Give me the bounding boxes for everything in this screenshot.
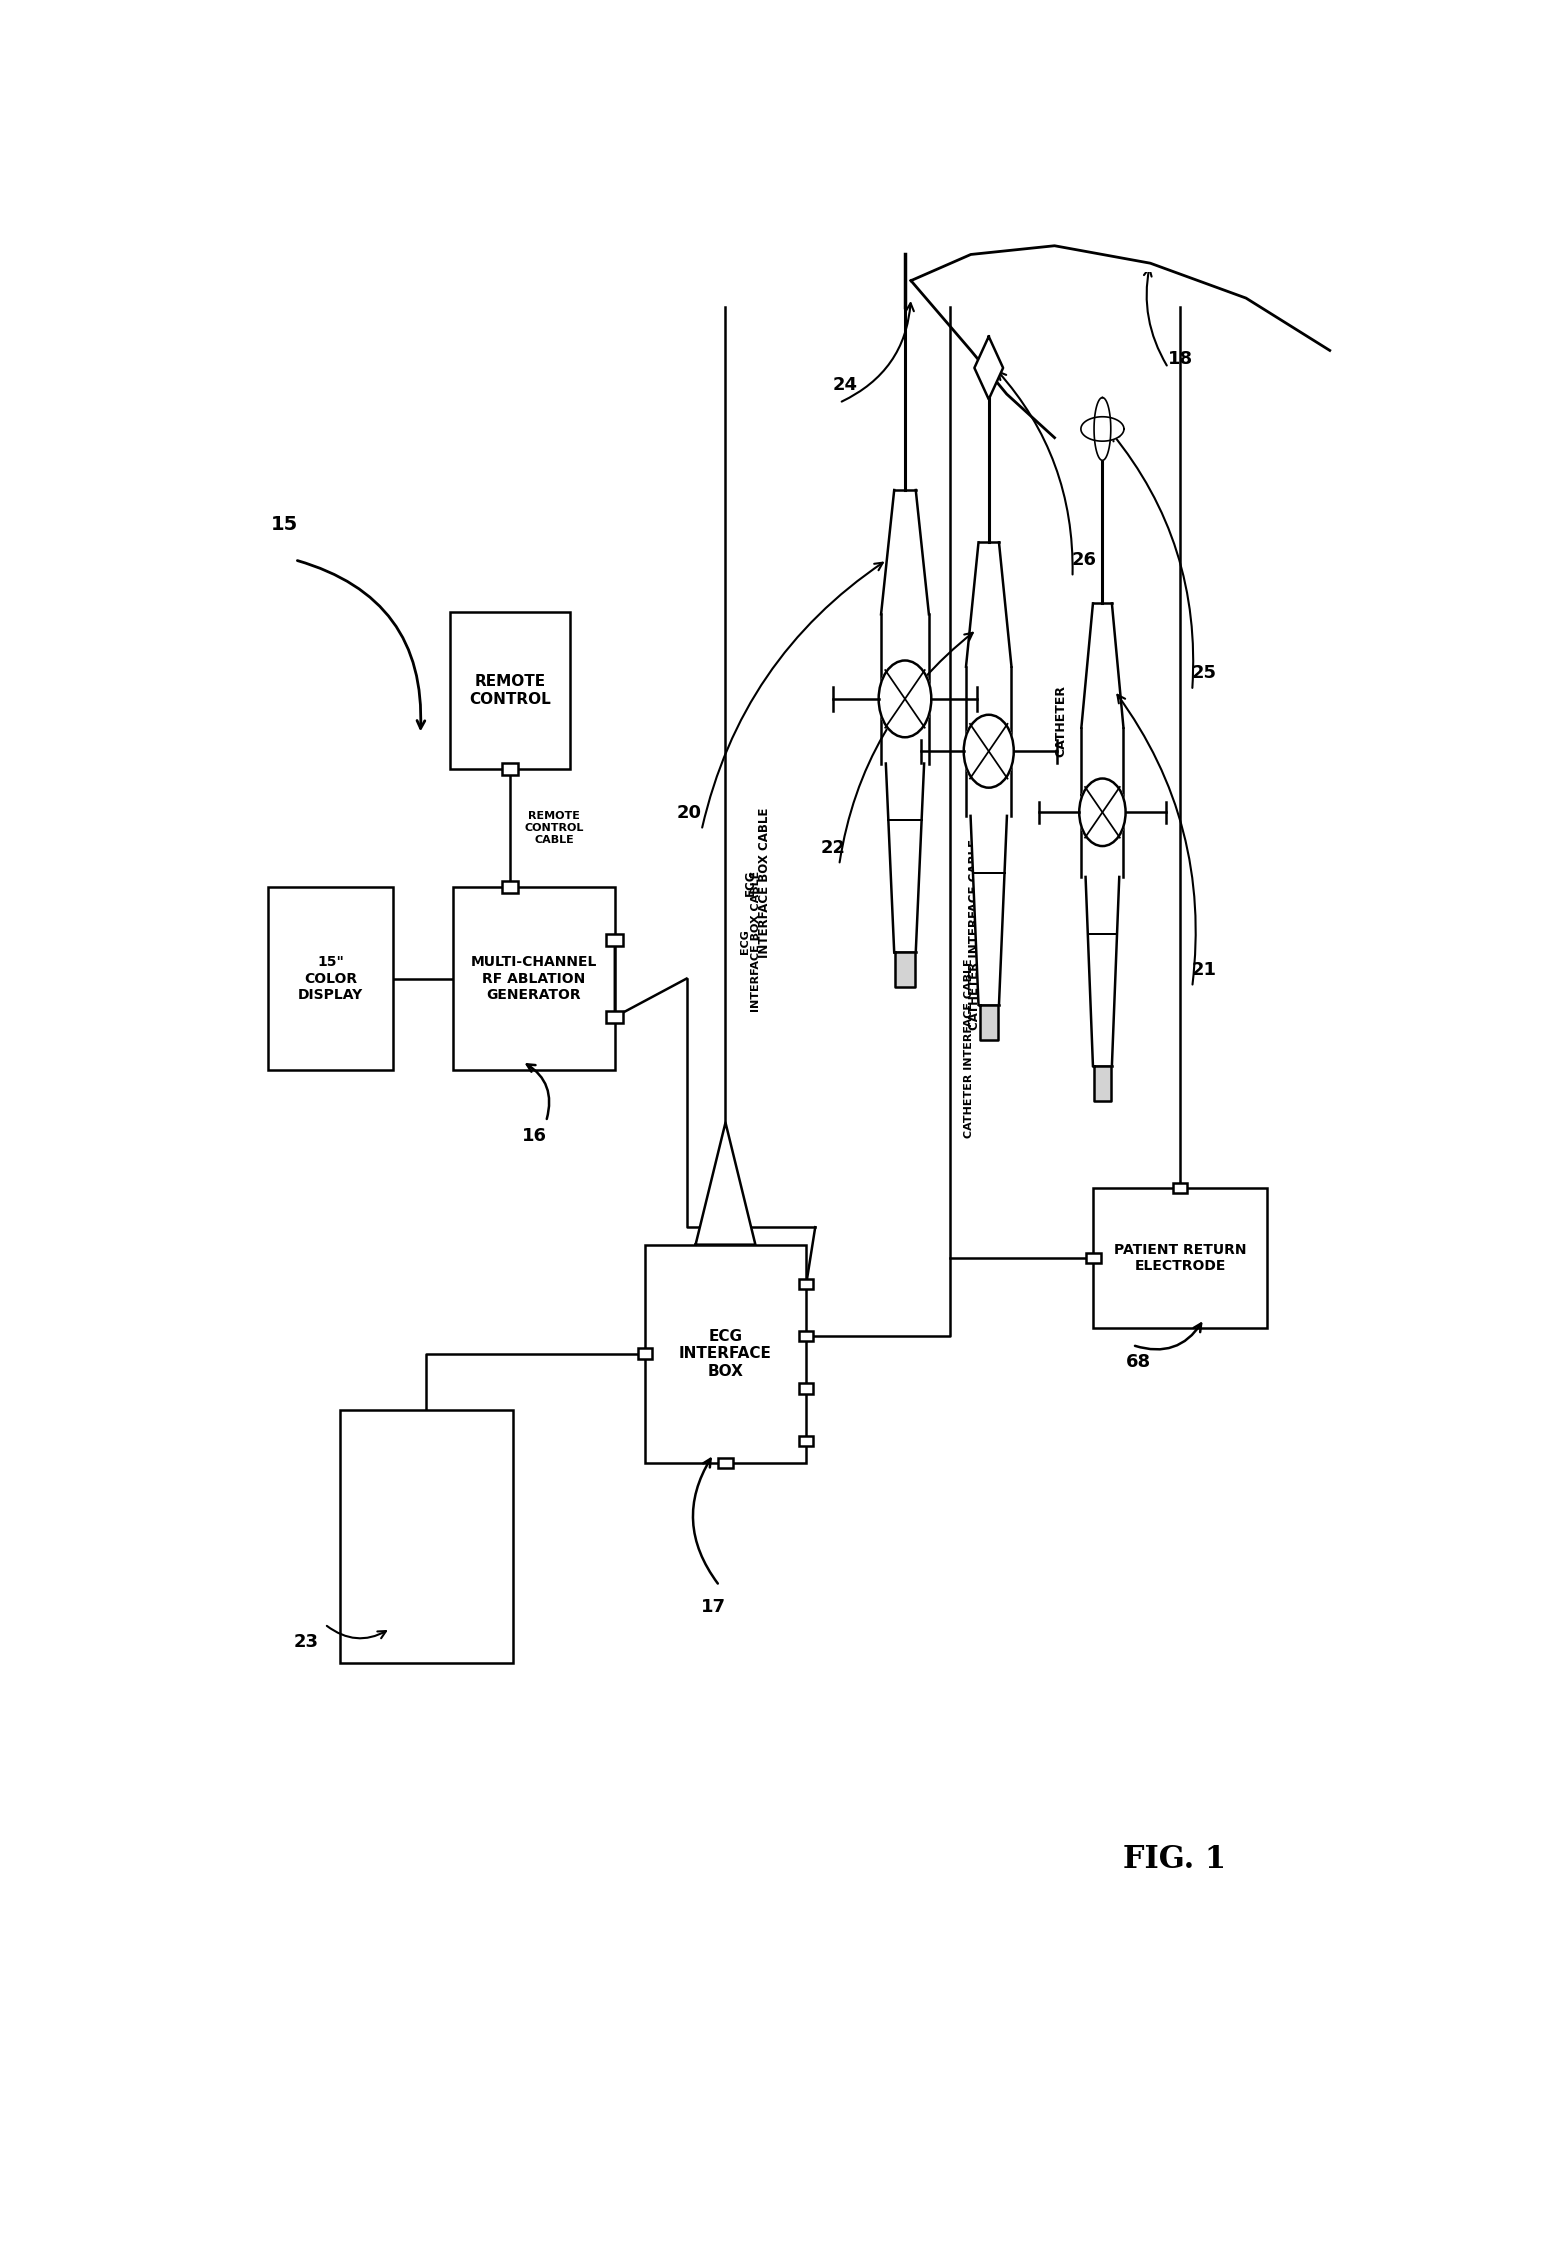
Text: 20: 20 <box>678 804 703 823</box>
Bar <box>718 1457 733 1468</box>
Text: ECG
INTERFACE
BOX: ECG INTERFACE BOX <box>679 1328 772 1378</box>
Polygon shape <box>967 542 1011 666</box>
Text: 17: 17 <box>701 1598 726 1616</box>
Bar <box>800 1330 814 1341</box>
Text: ECG
INTERFACE BOX CABLE: ECG INTERFACE BOX CABLE <box>744 807 772 959</box>
FancyArrowPatch shape <box>841 304 914 401</box>
Text: CATHETER INTERFACE CABLE: CATHETER INTERFACE CABLE <box>968 838 980 1031</box>
Text: 23: 23 <box>293 1632 318 1650</box>
Polygon shape <box>882 614 929 764</box>
FancyArrowPatch shape <box>1144 267 1167 365</box>
Text: CATHETER INTERFACE CABLE: CATHETER INTERFACE CABLE <box>963 959 974 1138</box>
Bar <box>502 764 519 775</box>
Polygon shape <box>882 489 929 614</box>
Bar <box>645 1244 806 1464</box>
Bar <box>1173 1183 1187 1194</box>
FancyArrowPatch shape <box>703 562 883 827</box>
FancyArrowPatch shape <box>527 1065 550 1119</box>
Text: 21: 21 <box>1192 961 1217 979</box>
Text: 15"
COLOR
DISPLAY: 15" COLOR DISPLAY <box>298 956 363 1002</box>
Text: 15: 15 <box>270 514 298 535</box>
FancyArrowPatch shape <box>1118 696 1195 983</box>
Bar <box>800 1437 814 1446</box>
Bar <box>638 1348 652 1360</box>
Polygon shape <box>979 1004 997 1040</box>
Text: 22: 22 <box>821 838 846 857</box>
FancyArrowPatch shape <box>840 632 973 863</box>
FancyArrowPatch shape <box>298 560 425 727</box>
Bar <box>607 934 624 947</box>
Text: 68: 68 <box>1127 1353 1152 1371</box>
Polygon shape <box>886 764 925 952</box>
Bar <box>800 1382 814 1394</box>
Text: PATIENT RETURN
ELECTRODE: PATIENT RETURN ELECTRODE <box>1113 1242 1246 1273</box>
Text: 25: 25 <box>1192 664 1217 682</box>
FancyArrowPatch shape <box>997 372 1073 576</box>
Polygon shape <box>974 335 1004 399</box>
Polygon shape <box>1081 417 1124 442</box>
Text: 26: 26 <box>1072 551 1096 569</box>
Circle shape <box>879 659 931 736</box>
Bar <box>800 1278 814 1289</box>
Text: REMOTE
CONTROL
CABLE: REMOTE CONTROL CABLE <box>525 811 584 845</box>
Bar <box>607 1011 624 1022</box>
FancyArrowPatch shape <box>1135 1323 1201 1348</box>
Circle shape <box>1079 780 1126 845</box>
Bar <box>1087 1253 1101 1262</box>
Bar <box>502 881 519 893</box>
Circle shape <box>963 714 1014 789</box>
Bar <box>1093 1187 1268 1328</box>
Polygon shape <box>1081 603 1124 727</box>
FancyArrowPatch shape <box>693 1459 718 1584</box>
Text: FIG. 1: FIG. 1 <box>1122 1845 1226 1876</box>
Text: ECG
INTERFACE BOX CABLE: ECG INTERFACE BOX CABLE <box>740 870 761 1013</box>
Polygon shape <box>1095 1065 1110 1101</box>
Polygon shape <box>1095 397 1110 460</box>
Text: 24: 24 <box>832 376 857 394</box>
Text: REMOTE
CONTROL: REMOTE CONTROL <box>469 675 551 707</box>
Polygon shape <box>696 1122 755 1244</box>
Polygon shape <box>971 816 1007 1004</box>
Bar <box>340 1409 513 1663</box>
FancyArrowPatch shape <box>327 1627 386 1638</box>
Text: 16: 16 <box>522 1126 547 1144</box>
Polygon shape <box>1081 727 1124 877</box>
Text: 18: 18 <box>1167 351 1194 367</box>
Polygon shape <box>1085 877 1119 1065</box>
Bar <box>451 612 570 768</box>
FancyArrowPatch shape <box>1112 433 1194 689</box>
Text: MULTI-CHANNEL
RF ABLATION
GENERATOR: MULTI-CHANNEL RF ABLATION GENERATOR <box>471 956 598 1002</box>
Polygon shape <box>896 952 914 988</box>
Bar <box>454 886 615 1070</box>
Text: CATHETER: CATHETER <box>1055 684 1067 757</box>
Bar <box>267 886 394 1070</box>
Polygon shape <box>967 666 1011 816</box>
